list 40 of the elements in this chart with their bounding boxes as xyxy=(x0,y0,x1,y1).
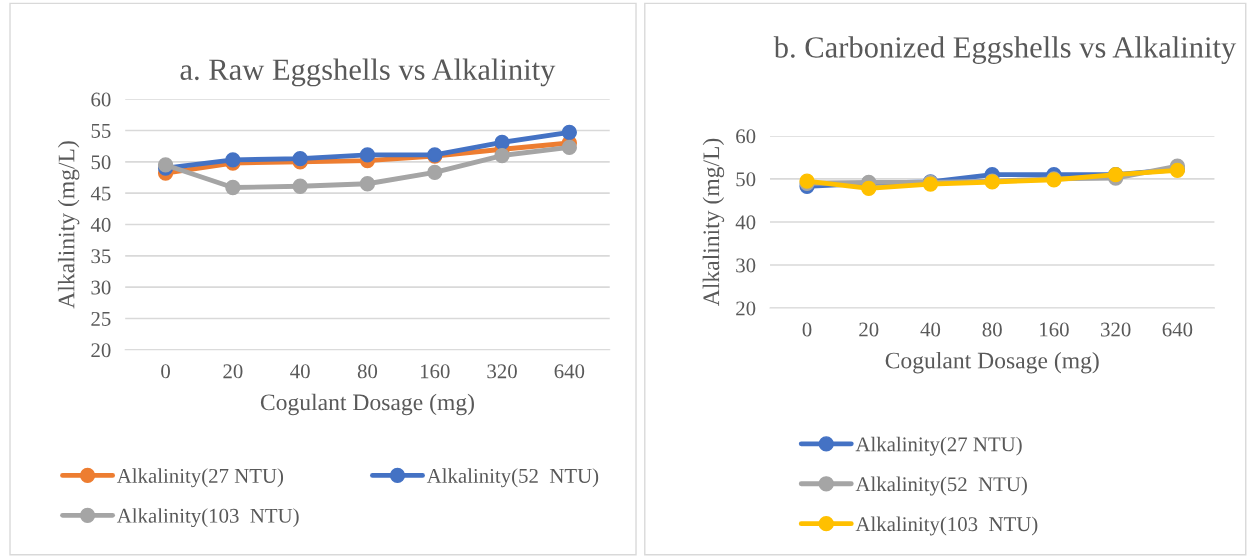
x-tick-label: 320 xyxy=(1101,322,1131,337)
y-axis-title: Alkalinity (mg/L) xyxy=(57,141,80,309)
legend-label: Alkalinity(103 NTU) xyxy=(116,508,299,528)
x-tick-label: 0 xyxy=(802,322,812,337)
y-tick-label: 20 xyxy=(91,343,111,358)
y-tick-label: 20 xyxy=(736,301,756,316)
x-tick-label: 640 xyxy=(1162,322,1193,337)
y-tick-label: 50 xyxy=(91,155,111,170)
x-tick-label: 160 xyxy=(420,364,450,379)
x-axis-title: Cogulant Dosage (mg) xyxy=(260,393,474,416)
y-axis-title: Alkalinity (mg/L) xyxy=(702,138,725,306)
x-axis-title: Cogulant Dosage (mg) xyxy=(885,351,1099,374)
x-tick-label: 160 xyxy=(1040,322,1069,337)
legend-label: Alkalinity(27 NTU) xyxy=(855,436,1022,456)
x-tick-label: 80 xyxy=(982,322,1002,337)
legend-label: Alkalinity(52 NTU) xyxy=(426,468,599,488)
y-tick-label: 50 xyxy=(736,172,756,187)
x-tick-label: 320 xyxy=(487,364,517,379)
y-tick-label: 60 xyxy=(736,129,756,144)
y-tick-label: 40 xyxy=(90,217,111,232)
y-tick-label: 30 xyxy=(91,280,111,295)
y-tick-label: 25 xyxy=(91,311,111,326)
legend-label: Alkalinity(27 NTU) xyxy=(116,468,284,488)
y-tick-label: 60 xyxy=(91,92,111,107)
y-tick-label: 45 xyxy=(90,186,111,201)
y-tick-label: 30 xyxy=(736,258,756,273)
chart-title: b. Carbonized Eggshells vs Alkalinity xyxy=(773,36,1237,64)
legend-label: Alkalinity(103 NTU) xyxy=(855,516,1038,536)
chart-title: a. Raw Eggshells vs Alkalinity xyxy=(180,58,556,87)
y-tick-label: 35 xyxy=(91,249,111,264)
y-tick-label: 55 xyxy=(91,124,111,138)
y-tick-label: 40 xyxy=(735,215,756,230)
x-tick-label: 640 xyxy=(554,364,585,379)
x-tick-label: 40 xyxy=(290,364,310,379)
x-tick-label: 20 xyxy=(859,322,879,337)
x-tick-label: 0 xyxy=(161,364,170,379)
x-tick-label: 20 xyxy=(223,364,243,379)
x-tick-label: 80 xyxy=(357,364,378,379)
legend-label: Alkalinity(52 NTU) xyxy=(855,476,1027,496)
x-tick-label: 40 xyxy=(920,322,941,337)
